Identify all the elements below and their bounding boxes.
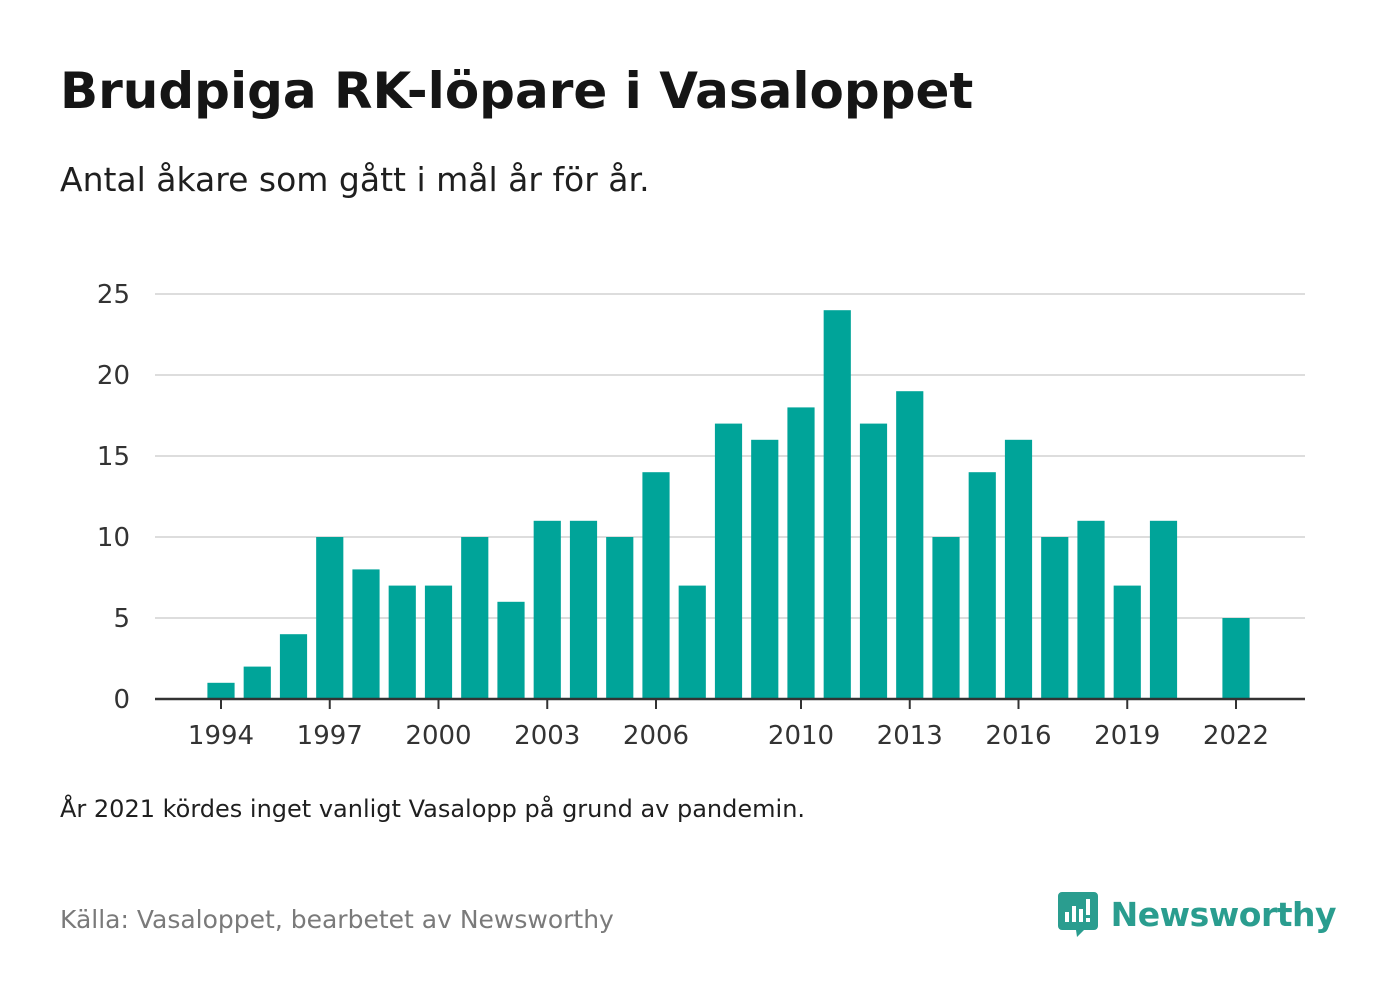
bar-2006 [642,472,670,699]
bar-2018 [1077,520,1105,699]
bar-2001 [461,537,489,699]
bar-2009 [751,439,779,699]
bar-2004 [569,520,598,699]
bar-2012 [859,423,888,699]
bar-2005 [606,537,634,699]
bar-1999 [388,585,416,699]
bar-2014 [932,537,960,699]
bar-2022 [1222,618,1250,699]
y-tick-label: 10 [97,523,130,553]
y-tick-label: 5 [113,604,130,634]
bar-2000 [424,585,453,699]
bar-chart: 0 5 10 15 20 25 1994 1997 2000 2003 2006 2010 2013 2… [97,280,1305,751]
source-text: Källa: Vasaloppet, bearbetet av Newswort… [60,905,614,934]
bars [207,310,1250,699]
y-tick-label: 25 [97,280,130,310]
x-tick-label: 1997 [297,721,363,751]
bar-2010 [787,407,815,699]
x-tick-label: 2016 [985,721,1051,751]
x-tick-label: 2013 [877,721,943,751]
bar-2015 [968,472,996,699]
bar-2016 [1004,439,1033,699]
y-axis-ticks: 0 5 10 15 20 25 [97,280,130,715]
x-tick-label: 2022 [1203,721,1269,751]
x-tick-label: 2003 [514,721,580,751]
brand-logo[interactable]: Newsworthy [1057,890,1337,938]
bar-2003 [533,520,561,699]
bar-1996 [279,634,308,699]
bar-2013 [896,391,924,699]
chart-note: År 2021 kördes inget vanligt Vasalopp på… [60,795,806,823]
y-tick-label: 0 [113,685,130,715]
bar-2017 [1041,537,1069,699]
x-tick-label: 2010 [768,721,834,751]
x-axis-ticks: 1994 1997 2000 2003 2006 2010 2013 2016 2019 2022 [188,699,1269,751]
bar-1995 [243,666,271,699]
bar-1994 [207,682,235,699]
chart-title: Brudpiga RK-löpare i Vasaloppet [60,62,974,120]
brand-name: Newsworthy [1110,894,1337,934]
x-tick-label: 2006 [623,721,689,751]
y-tick-label: 20 [97,361,130,391]
bar-2007 [678,585,706,699]
bar-2019 [1113,585,1141,699]
chart-subtitle: Antal åkare som gått i mål år för år. [60,160,650,199]
y-tick-label: 15 [97,442,130,472]
bar-2020 [1149,520,1178,699]
x-tick-label: 2000 [405,721,471,751]
bar-2008 [714,423,743,699]
bar-2011 [823,310,851,699]
x-tick-label: 1994 [188,721,254,751]
bar-1997 [316,537,344,699]
newsworthy-logo-icon [1057,892,1098,937]
bar-1998 [352,569,380,699]
x-tick-label: 2019 [1094,721,1160,751]
bar-2002 [497,601,525,699]
